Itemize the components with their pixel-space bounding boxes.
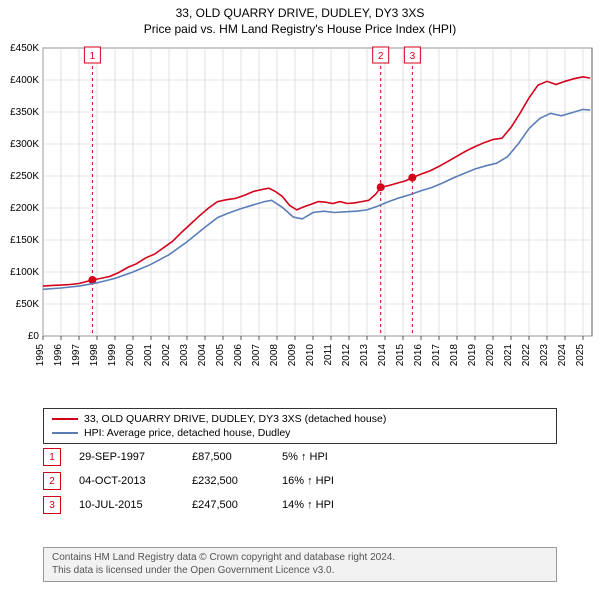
svg-text:2004: 2004 (197, 344, 208, 367)
title-line-1: 33, OLD QUARRY DRIVE, DUDLEY, DY3 3XS (0, 6, 600, 22)
svg-text:£200K: £200K (10, 203, 39, 214)
legend-row-2: HPI: Average price, detached house, Dudl… (52, 426, 548, 440)
svg-text:2024: 2024 (557, 344, 568, 367)
event-date: 10-JUL-2015 (79, 499, 174, 511)
event-row: 2 04-OCT-2013 £232,500 16% ↑ HPI (43, 472, 392, 490)
event-delta: 14% ↑ HPI (282, 499, 392, 511)
svg-text:2006: 2006 (233, 344, 244, 367)
legend-swatch-2 (52, 432, 78, 434)
svg-text:2008: 2008 (269, 344, 280, 367)
svg-text:£100K: £100K (10, 267, 39, 278)
svg-text:2018: 2018 (449, 344, 460, 367)
event-delta: 16% ↑ HPI (282, 475, 392, 487)
svg-text:2022: 2022 (521, 344, 532, 367)
svg-text:£400K: £400K (10, 75, 39, 86)
event-marker-box: 1 (43, 448, 61, 466)
event-price: £232,500 (192, 475, 264, 487)
svg-text:£150K: £150K (10, 235, 39, 246)
svg-text:£0: £0 (28, 331, 40, 342)
svg-text:2003: 2003 (179, 344, 190, 367)
event-date: 04-OCT-2013 (79, 475, 174, 487)
footer-line-1: Contains HM Land Registry data © Crown c… (52, 552, 548, 565)
svg-text:£350K: £350K (10, 107, 39, 118)
event-price: £247,500 (192, 499, 264, 511)
svg-text:2005: 2005 (215, 344, 226, 367)
svg-text:2002: 2002 (161, 344, 172, 367)
svg-text:2014: 2014 (377, 344, 388, 367)
chart: £0 £50K £100K £150K £200K £250K £300K £350K £400… (0, 40, 600, 400)
legend-row-1: 33, OLD QUARRY DRIVE, DUDLEY, DY3 3XS (d… (52, 412, 548, 426)
svg-text:1997: 1997 (71, 344, 82, 367)
event-price: £87,500 (192, 451, 264, 463)
svg-text:2016: 2016 (413, 344, 424, 367)
legend-label-2: HPI: Average price, detached house, Dudl… (84, 426, 290, 440)
title-line-2: Price paid vs. HM Land Registry's House … (0, 22, 600, 38)
svg-text:3: 3 (410, 51, 416, 62)
chart-title: 33, OLD QUARRY DRIVE, DUDLEY, DY3 3XS Pr… (0, 0, 600, 37)
svg-text:£450K: £450K (10, 43, 39, 54)
svg-text:2000: 2000 (125, 344, 136, 367)
svg-text:1998: 1998 (89, 344, 100, 367)
svg-text:2001: 2001 (143, 344, 154, 367)
events-table: 1 29-SEP-1997 £87,500 5% ↑ HPI 2 04-OCT-2013 £… (43, 448, 392, 520)
legend: 33, OLD QUARRY DRIVE, DUDLEY, DY3 3XS (d… (43, 408, 557, 444)
event-row: 3 10-JUL-2015 £247,500 14% ↑ HPI (43, 496, 392, 514)
event-date: 29-SEP-1997 (79, 451, 174, 463)
svg-text:1996: 1996 (53, 344, 64, 367)
svg-text:£300K: £300K (10, 139, 39, 150)
svg-text:1999: 1999 (107, 344, 118, 367)
svg-text:1995: 1995 (35, 344, 46, 367)
footer: Contains HM Land Registry data © Crown c… (43, 547, 557, 582)
event-marker-box: 2 (43, 472, 61, 490)
svg-text:£250K: £250K (10, 171, 39, 182)
svg-text:2009: 2009 (287, 344, 298, 367)
event-delta: 5% ↑ HPI (282, 451, 392, 463)
svg-text:2: 2 (378, 51, 384, 62)
svg-text:2013: 2013 (359, 344, 370, 367)
svg-text:2010: 2010 (305, 344, 316, 367)
legend-swatch-1 (52, 418, 78, 420)
svg-text:2020: 2020 (485, 344, 496, 367)
svg-text:1: 1 (90, 51, 96, 62)
event-marker-box: 3 (43, 496, 61, 514)
event-row: 1 29-SEP-1997 £87,500 5% ↑ HPI (43, 448, 392, 466)
svg-text:2025: 2025 (575, 344, 586, 367)
svg-text:2023: 2023 (539, 344, 550, 367)
footer-line-2: This data is licensed under the Open Gov… (52, 565, 548, 578)
svg-text:£50K: £50K (16, 299, 40, 310)
svg-text:2015: 2015 (395, 344, 406, 367)
legend-label-1: 33, OLD QUARRY DRIVE, DUDLEY, DY3 3XS (d… (84, 412, 386, 426)
svg-text:2012: 2012 (341, 344, 352, 367)
svg-text:2007: 2007 (251, 344, 262, 367)
svg-text:2019: 2019 (467, 344, 478, 367)
svg-text:2017: 2017 (431, 344, 442, 367)
svg-text:2021: 2021 (503, 344, 514, 367)
svg-text:2011: 2011 (323, 344, 334, 366)
